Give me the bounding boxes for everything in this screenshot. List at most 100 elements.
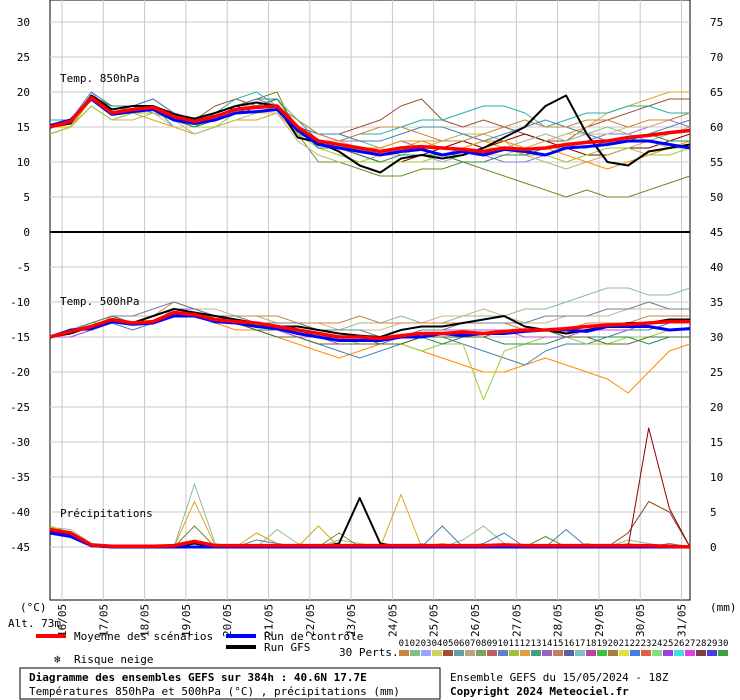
pert-color-swatch bbox=[454, 650, 464, 656]
right-unit-label: (mm) bbox=[710, 601, 737, 614]
left-tick-label: 20 bbox=[17, 86, 30, 99]
right-tick-label: 60 bbox=[710, 121, 723, 134]
left-tick-label: -5 bbox=[17, 261, 30, 274]
altitude-label: Alt. 73m bbox=[8, 617, 61, 630]
pert-color-swatch bbox=[443, 650, 453, 656]
pert-number: 09 bbox=[487, 639, 498, 649]
pert-color-swatch bbox=[487, 650, 497, 656]
pert-color-swatch bbox=[619, 650, 629, 656]
right-tick-label: 35 bbox=[710, 296, 723, 309]
pert-color-swatch bbox=[520, 650, 530, 656]
pert-color-swatch bbox=[597, 650, 607, 656]
left-tick-label: -35 bbox=[10, 471, 30, 484]
x-date-label: 26/05 bbox=[469, 604, 482, 637]
right-tick-label: 75 bbox=[710, 16, 723, 29]
right-tick-label: 20 bbox=[710, 401, 723, 414]
pert-color-swatch bbox=[608, 650, 618, 656]
t850-member-line bbox=[49, 91, 691, 142]
title-box bbox=[19, 667, 441, 700]
pert-number: 12 bbox=[520, 639, 531, 649]
pert-number: 13 bbox=[531, 639, 542, 649]
panel-label-500: Temp. 500hPa bbox=[60, 295, 139, 308]
pert-number: 28 bbox=[696, 639, 707, 649]
right-tick-label: 45 bbox=[710, 226, 723, 239]
pert-color-swatch bbox=[630, 650, 640, 656]
plot-frame bbox=[49, 0, 691, 601]
pert-color-swatch bbox=[685, 650, 695, 656]
snow-icon: ❄ bbox=[54, 653, 61, 666]
pert-number: 06 bbox=[454, 639, 465, 649]
right-tick-label: 50 bbox=[710, 191, 723, 204]
x-date-label: 29/05 bbox=[593, 604, 606, 637]
pert-color-swatch bbox=[399, 650, 409, 656]
left-tick-label: -10 bbox=[10, 296, 30, 309]
pert-number: 01 bbox=[399, 639, 410, 649]
right-tick-label: 25 bbox=[710, 366, 723, 379]
precip-mean-line bbox=[49, 527, 691, 549]
pert-number: 05 bbox=[443, 639, 454, 649]
right-tick-label: 40 bbox=[710, 261, 723, 274]
pert-number: 14 bbox=[542, 639, 553, 649]
panel-label-850: Temp. 850hPa bbox=[60, 72, 139, 85]
x-date-label: 20/05 bbox=[221, 604, 234, 637]
pert-color-swatch bbox=[641, 650, 651, 656]
left-tick-label: -15 bbox=[10, 331, 30, 344]
right-tick-label: 65 bbox=[710, 86, 723, 99]
pert-color-swatch bbox=[663, 650, 673, 656]
t850-member-line bbox=[49, 105, 691, 163]
t850-control-line bbox=[49, 97, 691, 157]
pert-number: 25 bbox=[663, 639, 674, 649]
left-tick-label: -40 bbox=[10, 506, 30, 519]
pert-number: 20 bbox=[608, 639, 619, 649]
copyright-text: Copyright 2024 Meteociel.fr bbox=[450, 685, 629, 698]
right-tick-label: 10 bbox=[710, 471, 723, 484]
t850-mean-line bbox=[49, 95, 691, 154]
left-tick-label: -30 bbox=[10, 436, 30, 449]
pert-number: 08 bbox=[476, 639, 487, 649]
pert-color-swatch bbox=[465, 650, 475, 656]
pert-color-swatch bbox=[707, 650, 717, 656]
pert-color-swatch bbox=[410, 650, 420, 656]
x-date-label: 24/05 bbox=[386, 604, 399, 637]
legend-perts-label: 30 Perts. bbox=[339, 646, 399, 659]
pert-color-swatch bbox=[575, 650, 585, 656]
pert-color-swatch bbox=[509, 650, 519, 656]
chart-title: Diagramme des ensembles GEFS sur 384h : … bbox=[29, 671, 367, 684]
chart-subtitle: Températures 850hPa et 500hPa (°C) , pré… bbox=[29, 685, 400, 698]
pert-color-swatch bbox=[498, 650, 508, 656]
x-date-label: 30/05 bbox=[634, 604, 647, 637]
left-tick-label: -45 bbox=[10, 541, 30, 554]
right-tick-label: 55 bbox=[710, 156, 723, 169]
left-tick-label: 15 bbox=[17, 121, 30, 134]
run-info-text: Ensemble GEFS du 15/05/2024 - 18Z bbox=[450, 671, 669, 684]
x-date-label: 25/05 bbox=[428, 604, 441, 637]
pert-number: 23 bbox=[641, 639, 652, 649]
x-date-label: 17/05 bbox=[97, 604, 110, 637]
pert-number: 17 bbox=[575, 639, 586, 649]
pert-number: 22 bbox=[630, 639, 641, 649]
right-tick-label: 15 bbox=[710, 436, 723, 449]
pert-number: 16 bbox=[564, 639, 575, 649]
pert-number: 02 bbox=[410, 639, 421, 649]
right-tick-label: 5 bbox=[710, 506, 717, 519]
x-date-label: 21/05 bbox=[263, 604, 276, 637]
pert-color-swatch bbox=[586, 650, 596, 656]
legend-control-label: Run de contrôle bbox=[264, 630, 363, 643]
right-tick-label: 0 bbox=[710, 541, 717, 554]
left-tick-label: 25 bbox=[17, 51, 30, 64]
panel-label-precip: Précipitations bbox=[60, 507, 153, 520]
pert-color-swatch bbox=[432, 650, 442, 656]
x-date-label: 18/05 bbox=[139, 604, 152, 637]
pert-number: 15 bbox=[553, 639, 564, 649]
left-tick-label: 10 bbox=[17, 156, 30, 169]
left-tick-label: 30 bbox=[17, 16, 30, 29]
pert-color-swatch bbox=[564, 650, 574, 656]
pert-number: 21 bbox=[619, 639, 630, 649]
x-date-label: 16/05 bbox=[56, 604, 69, 637]
pert-color-swatch bbox=[476, 650, 486, 656]
pert-number: 18 bbox=[586, 639, 597, 649]
left-tick-label: 5 bbox=[23, 191, 30, 204]
pert-number: 29 bbox=[707, 639, 718, 649]
pert-number: 30 bbox=[718, 639, 729, 649]
